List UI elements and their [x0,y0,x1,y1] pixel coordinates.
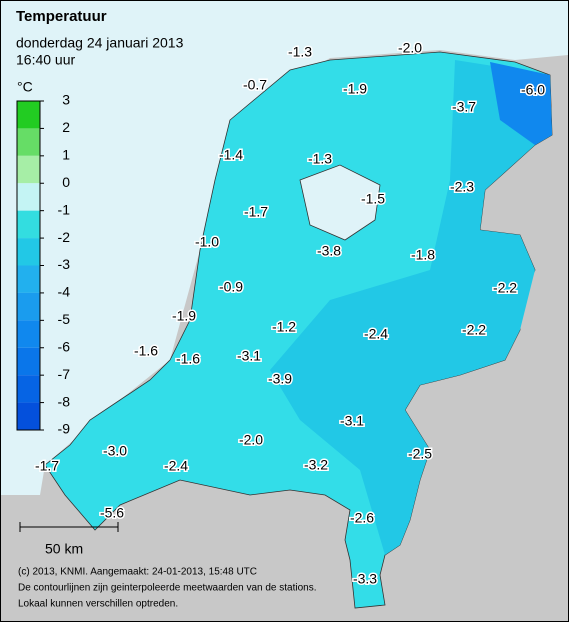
legend-unit: °C [17,79,33,95]
legend-band [17,292,40,321]
stations: -1.3 -2.0 -0.7 -1.9 -6.0 -3.7 -1.4 -1.3 -2.3 -1.5… [33,38,546,588]
legend-tick-label: -2 [58,229,71,245]
station-value: -2.0 [398,40,422,56]
legend: 3 2 1 0 -1 -2 -3 -4 -5 -6 -7 -8 -9 [16,92,71,437]
ijsselmeer [299,164,381,241]
footer-line: (c) 2013, KNMI. Aangemaakt: 24-01-2013, … [18,567,257,578]
station-value: -1.2 [272,319,296,335]
legend-band [17,128,40,156]
station-value: -1.9 [172,308,196,324]
time: 16:40 uur [16,52,75,68]
station-value: -1.3 [288,44,312,60]
station-value: -2.5 [408,446,432,462]
station-value: -2.4 [364,326,388,342]
station-value: -2.0 [239,432,263,448]
station-value: -3.7 [452,99,476,115]
station-value: -3.0 [103,443,127,459]
sea [1,1,568,495]
station-value: -1.8 [411,247,435,263]
title: Temperatuur [16,8,107,25]
legend-tick-label: -7 [58,366,71,382]
station-value: -2.6 [350,510,374,526]
legend-tick-label: -3 [58,256,71,272]
legend-band [17,101,40,129]
date: donderdag 24 januari 2013 [16,35,184,51]
station-value: -1.9 [343,81,367,97]
station-value: -1.7 [244,204,268,220]
station-value: -1.6 [176,351,200,367]
scale-label: 50 km [45,541,83,557]
station-value: -3.8 [317,243,341,259]
station-value: -2.3 [450,179,474,195]
legend-band [17,320,40,348]
station-value: -3.3 [353,571,377,587]
legend-band [17,183,40,211]
station-value: -3.9 [268,371,292,387]
station-value: -1.0 [195,234,219,250]
legend-band [17,238,40,266]
legend-tick-label: -8 [58,393,71,409]
station-value: -2.2 [462,322,486,338]
station-value: -0.9 [219,279,243,295]
station-value: -1.3 [308,151,332,167]
legend-band [17,347,40,376]
legend-tick-label: 3 [62,92,70,108]
legend-tick-label: 0 [62,174,70,190]
legend-band [17,210,40,239]
station-value: -2.2 [493,280,517,296]
legend-band [17,402,40,430]
legend-band [17,375,40,403]
legend-tick-label: -4 [58,284,71,300]
station-value: -1.5 [361,191,385,207]
station-value: -3.2 [304,457,328,473]
footer-line: De contourlijnen zijn geinterpoleerde me… [18,583,317,594]
station-value: -3.1 [237,348,261,364]
legend-band [17,155,40,184]
station-value: -0.7 [243,77,267,93]
station-value: -6.0 [521,82,545,98]
station-value: -3.1 [340,413,364,429]
legend-tick-label: 1 [62,147,70,163]
colder-region [270,60,552,555]
station-value: -5.6 [100,505,124,521]
legend-tick-label: -9 [58,421,71,437]
station-value: -1.7 [35,458,59,474]
station-value: -1.6 [134,343,158,359]
legend-band [17,265,40,293]
legend-tick-label: -6 [58,338,71,354]
legend-tick-label: -1 [58,201,71,217]
legend-tick-label: -5 [58,311,71,327]
station-value: -2.4 [164,458,188,474]
legend-tick-label: 2 [62,119,70,135]
station-value: -1.4 [219,147,243,163]
coldest-region [490,62,552,145]
footer-line: Lokaal kunnen verschillen optreden. [18,599,178,610]
